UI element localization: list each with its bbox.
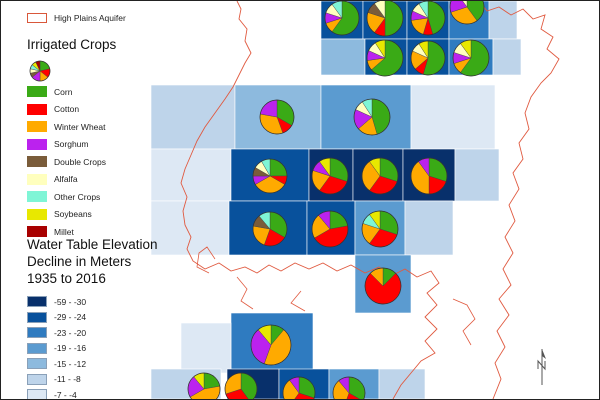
decline-cell bbox=[150, 84, 236, 150]
crops-title: Irrigated Crops bbox=[27, 37, 117, 52]
map-legend: High Plains Aquifer Irrigated Crops Corn… bbox=[1, 1, 158, 400]
crop-pie bbox=[366, 39, 404, 77]
aquifer-outline bbox=[180, 1, 560, 399]
crop-label: Other Crops bbox=[54, 191, 101, 202]
crop-label: Double Crops bbox=[54, 156, 106, 167]
crop-label: Alfalfa bbox=[54, 174, 78, 184]
crop-label: Sorghum bbox=[54, 139, 89, 149]
crop-pie bbox=[187, 372, 221, 399]
pie-slice bbox=[462, 1, 468, 8]
crop-pie bbox=[282, 376, 316, 399]
north-arrow-icon bbox=[537, 349, 546, 385]
decline-legend-item: -11 - -8 bbox=[27, 373, 81, 386]
decline-swatch bbox=[27, 389, 47, 399]
crop-pie bbox=[259, 99, 295, 135]
crop-pie bbox=[324, 1, 360, 36]
crop-pie bbox=[250, 324, 292, 366]
crop-legend-item: Cotton bbox=[27, 103, 79, 116]
crop-pie bbox=[410, 1, 446, 36]
crop-legend-item: Soybeans bbox=[27, 208, 92, 221]
decline-swatch bbox=[27, 311, 47, 323]
crop-label: Soybeans bbox=[54, 209, 92, 219]
crop-legend-item: Millet bbox=[27, 225, 74, 238]
decline-label: -19 - -16 bbox=[54, 343, 87, 353]
decline-legend-item: -29 - -24 bbox=[27, 311, 86, 324]
crop-pie bbox=[311, 210, 349, 248]
decline-swatch bbox=[27, 327, 47, 338]
crop-pie bbox=[364, 267, 402, 305]
decline-label: -11 - -8 bbox=[54, 374, 81, 384]
decline-cell bbox=[180, 322, 232, 374]
decline-label: -7 - -4 bbox=[54, 389, 77, 400]
decline-title-line: Decline in Meters bbox=[27, 254, 132, 269]
decline-legend-item: -23 - -20 bbox=[27, 326, 86, 339]
crop-pie bbox=[332, 376, 366, 399]
decline-cell bbox=[404, 200, 454, 256]
crop-pie bbox=[252, 158, 288, 194]
crop-swatch bbox=[27, 156, 47, 167]
decline-legend-item: -15 - -12 bbox=[27, 357, 86, 370]
crop-pie bbox=[366, 1, 404, 37]
crop-pie bbox=[353, 98, 391, 136]
decline-cell bbox=[492, 38, 522, 76]
crop-swatch bbox=[27, 173, 47, 185]
crop-swatch bbox=[27, 191, 47, 202]
crop-pie bbox=[452, 39, 490, 77]
decline-label: -15 - -12 bbox=[54, 358, 87, 369]
decline-label: -23 - -20 bbox=[54, 327, 87, 338]
decline-swatch bbox=[27, 296, 47, 307]
decline-swatch bbox=[27, 342, 47, 354]
decline-label: -29 - -24 bbox=[54, 312, 87, 322]
crop-legend-item: Alfalfa bbox=[27, 173, 78, 186]
decline-cell bbox=[488, 1, 518, 40]
crop-swatch bbox=[27, 208, 47, 220]
aquifer-label: High Plains Aquifer bbox=[54, 12, 126, 23]
decline-cell bbox=[454, 148, 500, 202]
decline-cell bbox=[410, 84, 496, 150]
pie-slice bbox=[346, 392, 360, 399]
decline-label: -59 - -30 bbox=[54, 296, 87, 307]
crop-swatch bbox=[27, 121, 47, 132]
decline-legend-item: -59 - -30 bbox=[27, 295, 86, 308]
decline-cell bbox=[150, 148, 232, 202]
crop-pie bbox=[252, 211, 288, 247]
crop-pie bbox=[410, 157, 448, 195]
crop-label: Corn bbox=[54, 86, 73, 97]
crop-legend-item: Sorghum bbox=[27, 138, 89, 151]
crop-pie bbox=[224, 372, 258, 399]
decline-swatch bbox=[27, 373, 47, 385]
crop-swatch bbox=[27, 226, 47, 237]
decline-title-line: Water Table Elevation bbox=[27, 237, 158, 252]
decline-legend-item: -7 - -4 bbox=[27, 388, 77, 400]
decline-swatch bbox=[27, 358, 47, 369]
decline-cell bbox=[150, 200, 230, 256]
crop-pie bbox=[361, 157, 399, 195]
crop-pie bbox=[449, 1, 485, 25]
decline-legend-item: -19 - -16 bbox=[27, 342, 86, 355]
decline-cell bbox=[320, 38, 366, 76]
crop-swatch bbox=[27, 103, 47, 115]
aquifer-legend-item: High Plains Aquifer bbox=[27, 11, 126, 24]
crop-label: Winter Wheat bbox=[54, 121, 106, 132]
decline-title-line: 1935 to 2016 bbox=[27, 271, 106, 286]
aquifer-swatch bbox=[27, 12, 47, 23]
crop-legend-item: Corn bbox=[27, 85, 72, 98]
crop-legend-item: Winter Wheat bbox=[27, 120, 106, 133]
crop-legend-item: Double Crops bbox=[27, 155, 106, 168]
crop-label: Cotton bbox=[54, 104, 80, 114]
crop-pie bbox=[410, 40, 446, 76]
crop-legend-item: Other Crops bbox=[27, 190, 100, 203]
crop-pie bbox=[361, 210, 399, 248]
crop-pies bbox=[187, 1, 490, 399]
crop-swatch bbox=[27, 86, 47, 97]
crop-swatch bbox=[27, 138, 47, 150]
crop-label: Millet bbox=[54, 226, 74, 237]
sample-pie-icon bbox=[29, 60, 51, 82]
crop-pie bbox=[311, 157, 349, 195]
